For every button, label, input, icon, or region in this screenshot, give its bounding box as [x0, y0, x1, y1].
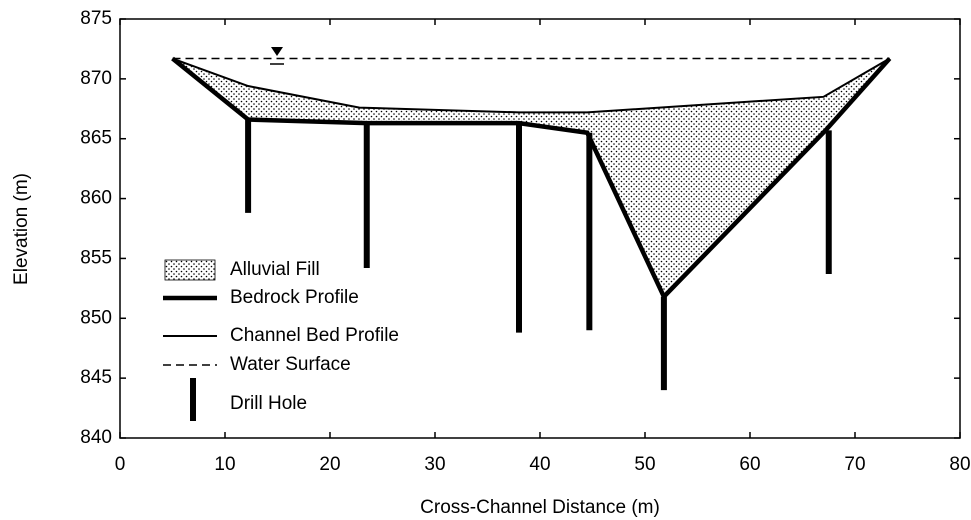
x-tick-label: 60 — [739, 454, 760, 475]
x-tick-label: 80 — [949, 454, 970, 475]
x-tick-label: 30 — [424, 454, 445, 475]
y-tick-label: 875 — [80, 8, 112, 29]
water-symbol — [270, 47, 284, 64]
legend-label: Water Surface — [230, 354, 351, 375]
chart: Cross-Channel Distance (m) Elevation (m)… — [0, 0, 971, 520]
legend-label: Channel Bed Profile — [230, 325, 399, 346]
y-tick-label: 850 — [80, 307, 112, 328]
y-tick-label: 845 — [80, 367, 112, 388]
x-tick-label: 40 — [529, 454, 550, 475]
y-tick-label: 855 — [80, 247, 112, 268]
y-tick-label: 870 — [80, 68, 112, 89]
legend-label: Bedrock Profile — [230, 287, 359, 308]
x-axis-label: Cross-Channel Distance (m) — [420, 497, 660, 518]
plot-frame — [120, 19, 960, 438]
legend-swatch — [165, 260, 215, 280]
y-tick-label: 865 — [80, 128, 112, 149]
y-tick-label: 840 — [80, 427, 112, 448]
legend-label: Alluvial Fill — [230, 259, 320, 280]
y-tick-label: 860 — [80, 188, 112, 209]
legend-label: Drill Hole — [230, 393, 307, 414]
x-tick-label: 70 — [844, 454, 865, 475]
y-axis-label: Elevation (m) — [11, 173, 32, 285]
x-tick-label: 50 — [634, 454, 655, 475]
x-tick-label: 20 — [319, 454, 340, 475]
x-tick-label: 10 — [214, 454, 235, 475]
x-tick-label: 0 — [115, 454, 126, 475]
